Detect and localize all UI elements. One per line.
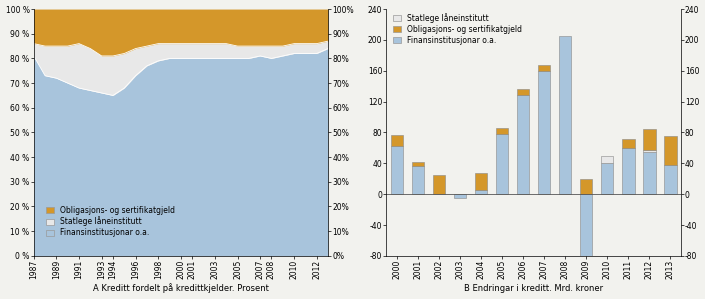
Bar: [474, 173, 487, 190]
Bar: [580, 194, 592, 260]
X-axis label: A Kreditt fordelt på kredittkjelder. Prosent: A Kreditt fordelt på kredittkjelder. Pro…: [93, 283, 269, 293]
Bar: [433, 175, 446, 194]
Bar: [664, 165, 677, 194]
Bar: [622, 139, 635, 148]
Bar: [559, 36, 572, 194]
Bar: [664, 135, 677, 165]
Bar: [454, 194, 466, 198]
Bar: [601, 155, 613, 163]
Bar: [601, 163, 613, 194]
Bar: [580, 179, 592, 194]
Bar: [517, 95, 529, 194]
Bar: [412, 162, 424, 166]
Bar: [474, 190, 487, 194]
X-axis label: B Endringar i kreditt. Mrd. kroner: B Endringar i kreditt. Mrd. kroner: [464, 283, 603, 292]
Bar: [643, 152, 656, 194]
Legend: Statlege låneinstitutt, Obligasjons- og sertifikatgjeld, Finansinstitusjonar o.a: Statlege låneinstitutt, Obligasjons- og …: [393, 13, 522, 45]
Bar: [496, 128, 508, 134]
Bar: [538, 71, 551, 194]
Bar: [391, 135, 403, 146]
Bar: [643, 129, 656, 150]
Bar: [496, 134, 508, 194]
Bar: [517, 89, 529, 95]
Legend: Obligasjons- og sertifikatgjeld, Statlege låneinstitutt, Finansinstitusjonar o.a: Obligasjons- og sertifikatgjeld, Statleg…: [47, 205, 175, 237]
Bar: [412, 166, 424, 194]
Bar: [391, 146, 403, 194]
Bar: [622, 148, 635, 194]
Bar: [538, 65, 551, 71]
Bar: [643, 150, 656, 152]
